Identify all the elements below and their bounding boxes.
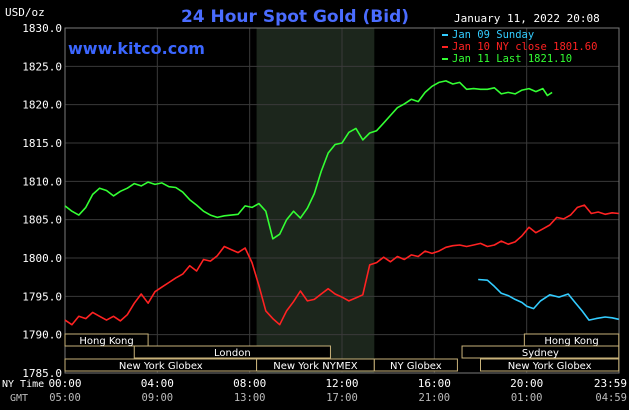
x-tick-label: 00:00 bbox=[48, 377, 81, 390]
gmt-tick-label: 09:00 bbox=[142, 392, 174, 404]
gmt-tick-label: 04:59 bbox=[595, 392, 627, 404]
y-tick-label: 1805.0 bbox=[22, 214, 62, 227]
x-tick-label: 23:59 bbox=[594, 377, 627, 390]
y-tick-label: 1815.0 bbox=[22, 137, 62, 150]
session-label: New York Globex bbox=[119, 361, 203, 372]
session-label: NY Globex bbox=[390, 361, 442, 372]
y-tick-label: 1810.0 bbox=[22, 175, 62, 188]
session-label: New York Globex bbox=[508, 361, 592, 372]
gmt-row-label: GMT bbox=[10, 393, 28, 404]
x-tick-label: 20:00 bbox=[510, 377, 543, 390]
session-label: Sydney bbox=[522, 348, 559, 359]
gmt-tick-label: 05:00 bbox=[49, 392, 81, 404]
legend-entry: Jan 09 Sunday bbox=[452, 29, 534, 41]
x-tick-label: 08:00 bbox=[233, 377, 266, 390]
y-tick-label: 1830.0 bbox=[22, 22, 62, 35]
x-tick-label: 12:00 bbox=[325, 377, 358, 390]
session-label: Hong Kong bbox=[79, 336, 133, 347]
y-tick-label: 1825.0 bbox=[22, 60, 62, 73]
price-series bbox=[64, 80, 619, 326]
gmt-tick-label: 17:00 bbox=[326, 392, 358, 404]
session-label: London bbox=[214, 348, 251, 359]
series-line bbox=[64, 204, 619, 326]
gmt-tick-label: 13:00 bbox=[234, 392, 266, 404]
session-label: New York NYMEX bbox=[273, 361, 358, 372]
x-axis: 00:00 05:00 04:00 09:00 08:00 13:00 12:00 17:00… bbox=[48, 377, 627, 404]
gmt-tick-label: 21:00 bbox=[419, 392, 451, 404]
session-box bbox=[373, 358, 458, 372]
session-box bbox=[64, 333, 149, 347]
y-tick-label: 1785.0 bbox=[22, 367, 62, 380]
session-box bbox=[461, 345, 620, 359]
series-line bbox=[478, 278, 619, 321]
chart-title: 24 Hour Spot Gold (Bid) bbox=[181, 7, 409, 27]
y-tick-label: 1820.0 bbox=[22, 99, 62, 112]
gmt-tick-label: 01:00 bbox=[511, 392, 543, 404]
series-line bbox=[64, 80, 553, 240]
y-tick-label: 1790.0 bbox=[22, 329, 62, 342]
unit-label: USD/oz bbox=[5, 6, 45, 19]
kitco-watermark: www.kitco.com bbox=[68, 39, 205, 58]
session-label: Hong Kong bbox=[544, 336, 598, 347]
legend-entry: Jan 10 NY close 1801.60 bbox=[452, 41, 597, 53]
plot-frame bbox=[64, 27, 620, 374]
y-tick-label: 1800.0 bbox=[22, 252, 62, 265]
x-tick-label: 16:00 bbox=[418, 377, 451, 390]
nymex-session-highlight bbox=[256, 28, 375, 373]
session-box bbox=[133, 345, 331, 359]
legend-entry: Jan 11 Last 1821.10 bbox=[452, 53, 572, 65]
session-box bbox=[480, 358, 620, 372]
x-tick-label: 04:00 bbox=[141, 377, 174, 390]
y-axis: 1830.0 1825.0 1820.0 1815.0 1810.0 1805.0 1800… bbox=[22, 22, 62, 380]
y-tick-label: 1795.0 bbox=[22, 290, 62, 303]
chart-timestamp: January 11, 2022 20:08 bbox=[454, 12, 600, 25]
ny-time-row-label: NY Time bbox=[2, 379, 44, 390]
market-sessions: Hong Kong Hong Kong London Sydney New York G… bbox=[64, 333, 620, 372]
